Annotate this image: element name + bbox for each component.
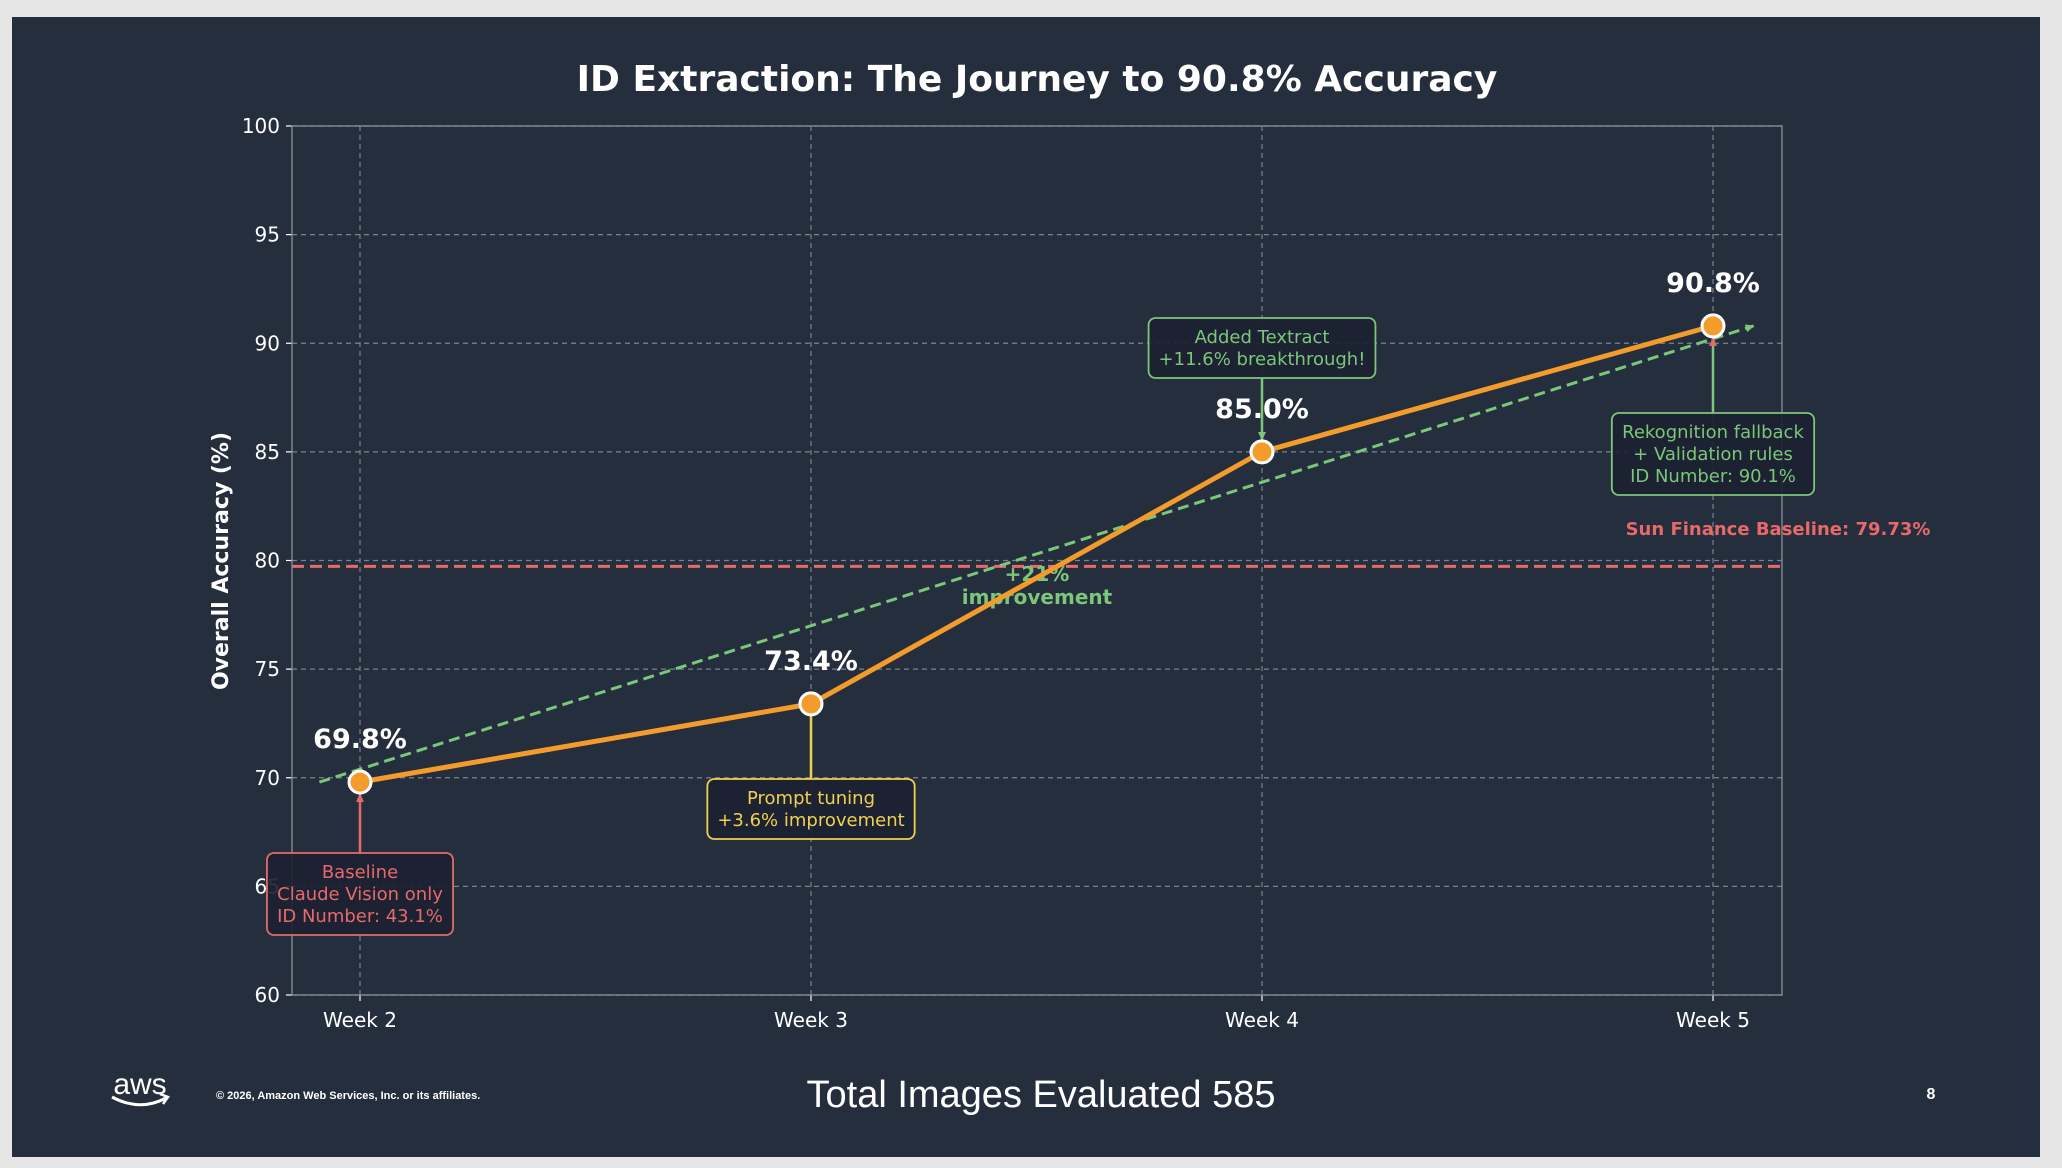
annotation-text: Baseline — [322, 862, 398, 883]
y-tick-label: 60 — [255, 983, 280, 1007]
y-tick-label: 75 — [255, 657, 280, 681]
slide-background — [12, 17, 2040, 1157]
annotation-text: +3.6% improvement — [717, 810, 904, 831]
data-label: 85.0% — [1215, 394, 1309, 425]
trend-arrow — [318, 324, 1755, 784]
data-label: 90.8% — [1666, 268, 1760, 299]
data-point — [798, 691, 824, 717]
y-tick-label: 80 — [255, 549, 280, 573]
annotation-text: Rekognition fallback — [1622, 422, 1804, 443]
baseline-label: Sun Finance Baseline: 79.73% — [1626, 519, 1931, 540]
plot-frame — [291, 125, 1783, 996]
svg-text:aws: aws — [113, 1068, 166, 1101]
annotation-box — [706, 778, 916, 840]
annotation-text: + Validation rules — [1633, 444, 1793, 465]
y-tick-label: 100 — [242, 114, 280, 138]
annotation-text: Claude Vision only — [277, 884, 443, 905]
chart-title: ID Extraction: The Journey to 90.8% Accu… — [577, 59, 1498, 100]
annotation-week-3: Prompt tuning+3.6% improvement — [706, 715, 916, 840]
footer: aws © 2026, Amazon Web Services, Inc. or… — [111, 1068, 1936, 1116]
data-point — [1249, 439, 1275, 465]
copyright: © 2026, Amazon Web Services, Inc. or its… — [216, 1090, 480, 1102]
x-tick-label: Week 4 — [1225, 1008, 1299, 1032]
x-tick-label: Week 5 — [1676, 1008, 1750, 1032]
y-tick-label: 85 — [255, 440, 280, 464]
x-tick-label: Week 2 — [323, 1008, 397, 1032]
y-axis-label: Overall Accuracy (%) — [209, 432, 234, 690]
total-images-summary: Total Images Evaluated 585 — [807, 1074, 1276, 1116]
accuracy-line — [359, 323, 1714, 785]
annotation-text: ID Number: 90.1% — [1630, 466, 1796, 487]
data-point — [347, 769, 373, 795]
annotation-box — [1147, 317, 1377, 379]
y-tick-label: 70 — [255, 766, 280, 790]
aws-logo: aws — [111, 1068, 170, 1107]
annotation-text: Prompt tuning — [747, 788, 875, 809]
annotation-box — [1610, 412, 1816, 496]
x-tick-label: Week 3 — [774, 1008, 848, 1032]
annotation-text: Added Textract — [1195, 327, 1330, 348]
y-tick-label: 95 — [255, 223, 280, 247]
page-number: 8 — [1927, 1086, 1936, 1103]
y-tick-label: 90 — [255, 331, 280, 355]
annotation-week-5: Rekognition fallback+ Validation rulesID… — [1610, 336, 1816, 496]
annotation-box — [266, 852, 454, 936]
annotation-week-4: Added Textract+11.6% breakthrough! — [1147, 317, 1377, 441]
data-label: 69.8% — [313, 724, 407, 755]
annotation-text: ID Number: 43.1% — [277, 906, 443, 927]
data-point — [1700, 313, 1726, 339]
annotation-text: +11.6% breakthrough! — [1159, 349, 1366, 370]
data-label: 73.4% — [764, 646, 858, 677]
